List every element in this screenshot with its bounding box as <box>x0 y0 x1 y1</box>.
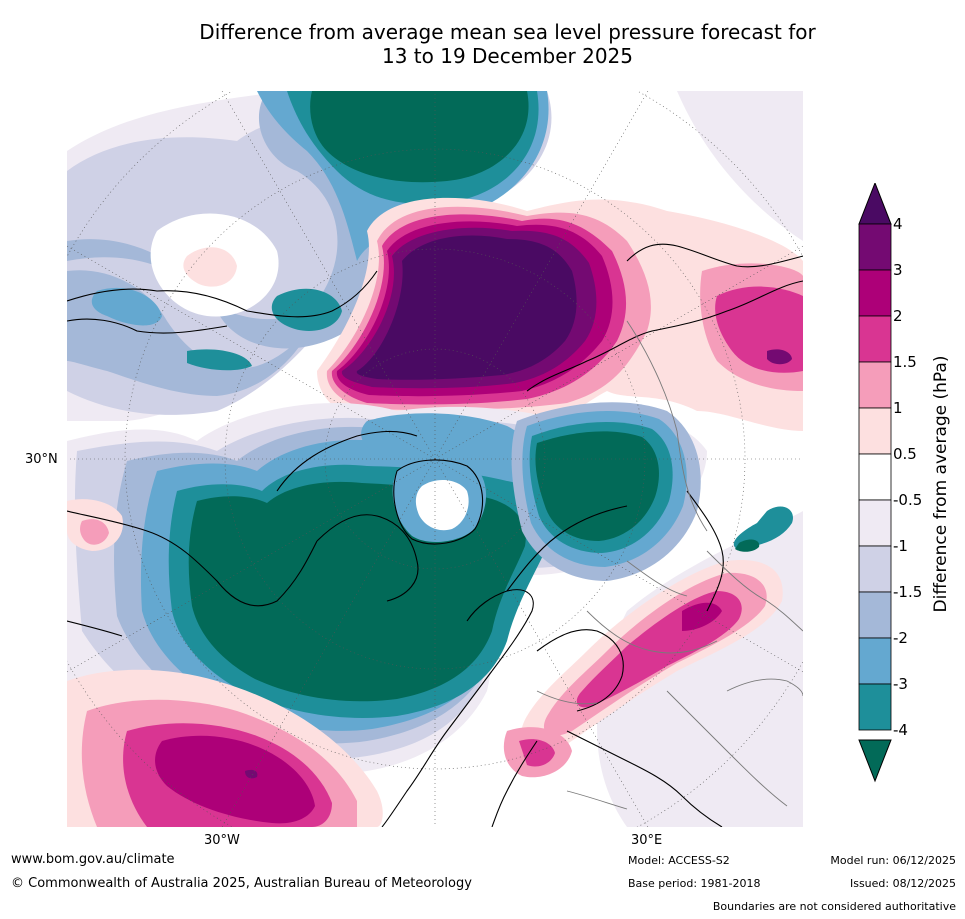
longitude-label-30e: 30°E <box>631 833 663 848</box>
colorbar-title: Difference from average (hPa) <box>931 355 951 613</box>
map-title-line-2: 13 to 19 December 2025 <box>381 44 633 68</box>
colorbar-tick-label: 1.5 <box>893 353 917 371</box>
anomaly-field-pink-spot <box>183 247 237 287</box>
anomaly-field-mediterranean-high <box>503 560 783 778</box>
colorbar-band-2_to_3 <box>858 269 892 317</box>
colorbar-band-1_to_1p5 <box>858 361 892 409</box>
colorbar <box>855 181 895 783</box>
anomaly-field-subtropical-atlantic-high <box>67 499 383 827</box>
anomaly-field-siberian-low <box>511 402 793 581</box>
colorbar-band--3_to_-2 <box>858 637 892 685</box>
colorbar-extension-below-minus-4 <box>858 739 892 783</box>
footer-copyright: © Commonwealth of Australia 2025, Austra… <box>11 876 472 891</box>
footer-model-run: Model run: 06/12/2025 <box>830 854 956 867</box>
anomaly-field-north-pacific-low <box>67 91 552 415</box>
colorbar-tick-label: 2 <box>893 307 903 325</box>
colorbar-tick-label: -0.5 <box>893 491 923 509</box>
footer-issued: Issued: 08/12/2025 <box>849 877 956 890</box>
colorbar-extension-above-4 <box>858 181 892 225</box>
colorbar-tick-label: 1 <box>893 399 903 417</box>
footer-disclaimer: Boundaries are not considered authoritat… <box>712 900 956 913</box>
country-borders <box>536 320 803 810</box>
map-title-line-1: Difference from average mean sea level p… <box>199 20 816 44</box>
colorbar-tick-label: -4 <box>893 721 908 739</box>
footer-base-period: Base period: 1981-2018 <box>628 877 761 890</box>
graticule <box>67 91 803 827</box>
colorbar-band--4_to_-3 <box>858 683 892 731</box>
colorbar-band--1p5_to_-1 <box>858 545 892 593</box>
latitude-label-30n: 30°N <box>25 452 58 467</box>
coastlines <box>67 243 803 827</box>
colorbar-band-0p5_to_1 <box>858 407 892 455</box>
colorbar-tick-label: -3 <box>893 675 908 693</box>
colorbar-band-3_to_4 <box>858 223 892 271</box>
longitude-label-30w: 30°W <box>204 833 240 848</box>
colorbar-tick-label: -2 <box>893 629 908 647</box>
colorbar-tick-label: -1.5 <box>893 583 923 601</box>
pressure-anomaly-map <box>67 91 803 827</box>
colorbar-band--1_to_-0p5 <box>858 499 892 547</box>
colorbar-tick-label: 4 <box>893 215 903 233</box>
map-title: Difference from average mean sea level p… <box>160 20 855 68</box>
footer-model: Model: ACCESS-S2 <box>628 854 730 867</box>
colorbar-band--2_to_-1p5 <box>858 591 892 639</box>
colorbar-band-neutral <box>858 453 892 501</box>
footer-url: www.bom.gov.au/climate <box>11 852 175 867</box>
colorbar-tick-label: -1 <box>893 537 908 555</box>
colorbar-tick-label: 0.5 <box>893 445 917 463</box>
anomaly-field-arctic-high <box>317 197 803 431</box>
colorbar-tick-label: 3 <box>893 261 903 279</box>
colorbar-band-1p5_to_2 <box>858 315 892 363</box>
